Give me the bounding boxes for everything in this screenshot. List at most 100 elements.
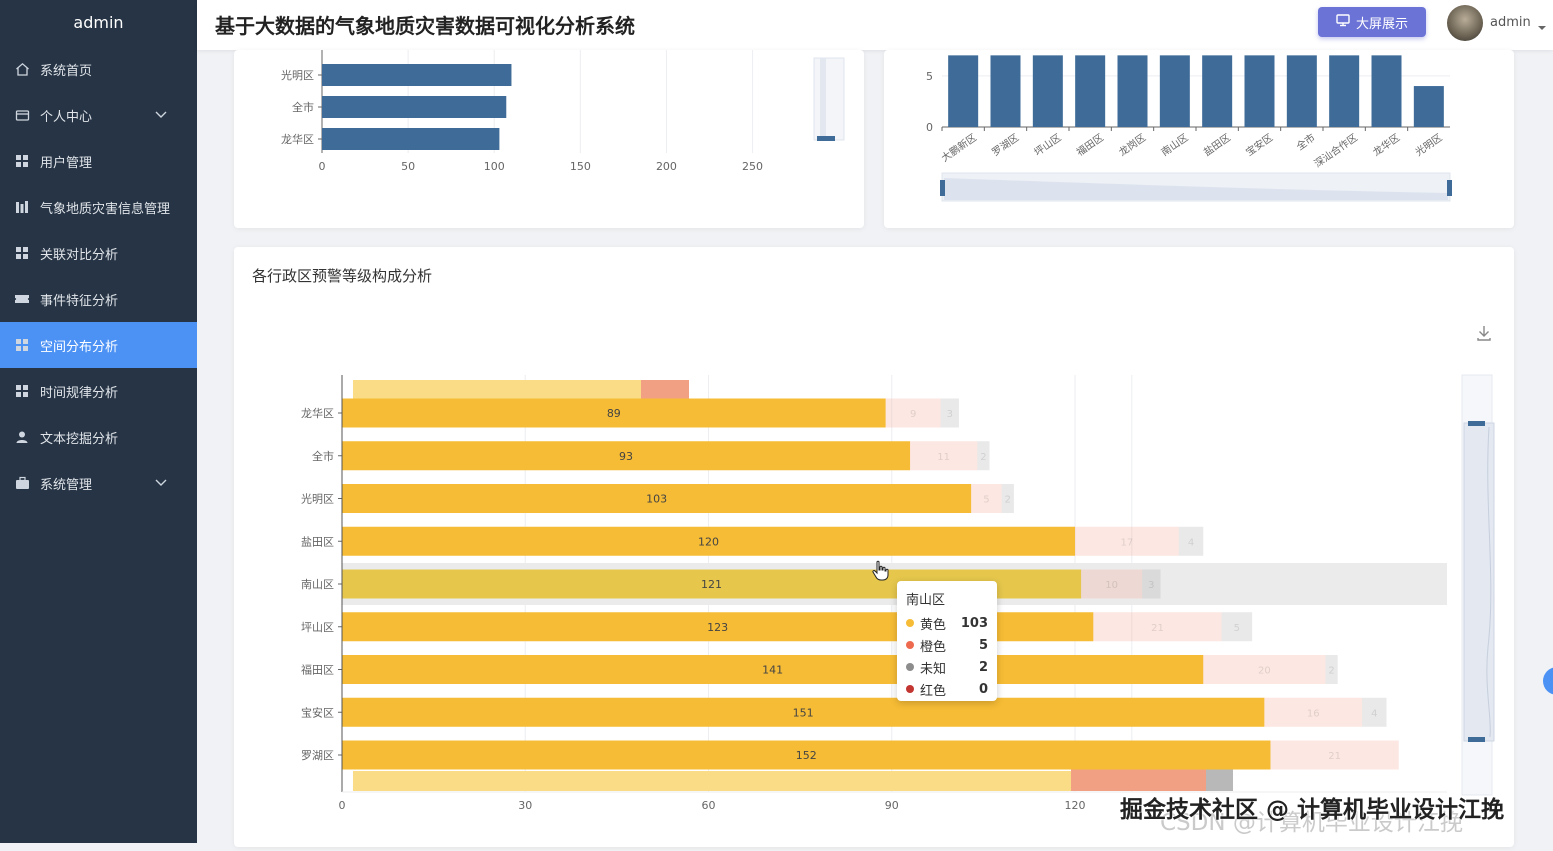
bar-segment [885, 398, 941, 428]
zoom-slider-shadow [1486, 426, 1492, 738]
zoom-slider-handle [1468, 737, 1485, 742]
data-label: 16 [1307, 708, 1320, 719]
data-label: 10 [1105, 580, 1118, 591]
y-tick-label: 福田区 [301, 663, 334, 677]
data-label: 20 [1258, 666, 1271, 677]
user-name[interactable]: admin [1490, 15, 1531, 30]
data-label: 11 [937, 452, 950, 463]
data-label: 120 [698, 535, 719, 548]
x-tick-label: 深汕合作区 [1311, 131, 1359, 170]
bar [322, 64, 512, 86]
sidebar-item[interactable]: 个人中心 [0, 92, 197, 138]
sidebar-brand: admin [73, 13, 124, 32]
data-label: 2 [980, 452, 986, 463]
sidebar-item-label: 事件特征分析 [40, 293, 119, 309]
sidebar-item[interactable]: 系统首页 [0, 46, 197, 92]
data-label: 123 [707, 621, 728, 634]
sidebar-item[interactable]: 事件特征分析 [0, 276, 197, 322]
data-label: 4 [1371, 708, 1377, 719]
tooltip-series-value: 103 [960, 615, 988, 631]
legend-dot-icon [906, 619, 914, 627]
tooltip-row: 未知 2 [906, 656, 988, 678]
bars-icon [14, 199, 30, 215]
bar [322, 128, 500, 150]
bigscreen-button[interactable]: 大屏展示 [1318, 7, 1426, 37]
y-tick-label: 龙华区 [301, 406, 334, 420]
warning-level-chart-card: 各行政区预警等级构成分析 0 30 60 90 120 89 9 3 龙华区 93 11 2 全市 103… [234, 247, 1514, 847]
sidebar-item[interactable]: 时间规律分析 [0, 368, 197, 414]
x-tick-label: 光明区 [1413, 131, 1445, 159]
data-label: 152 [796, 749, 817, 762]
data-label: 93 [619, 450, 633, 463]
zoom-slider-track [820, 58, 826, 140]
sidebar-item[interactable]: 空间分布分析 [0, 322, 197, 368]
grid-icon [14, 337, 30, 353]
watermark: 掘金技术社区 @ 计算机毕业设计江挽 [1120, 797, 1505, 823]
data-label: 151 [793, 706, 814, 719]
chevron-down-icon [155, 108, 167, 123]
y-tick-label: 罗湖区 [301, 749, 334, 762]
chart-tooltip: 南山区 黄色 103 橙色 5 未知 2 红色 0 [897, 581, 997, 701]
x-tick-label: 120 [1065, 799, 1086, 812]
briefcase-icon [14, 475, 30, 491]
sidebar: admin 系统首页个人中心 用户管理气象地质灾害信息管理 关联对比分析 事件特征分析… [0, 0, 197, 843]
sidebar-item[interactable]: 关联对比分析 [0, 230, 197, 276]
bar-segment [1203, 655, 1326, 684]
legend-dot-icon [906, 641, 914, 649]
caret-down-icon[interactable] [1537, 17, 1547, 36]
tooltip-row: 橙色 5 [906, 634, 988, 656]
hand-cursor-icon [872, 560, 889, 581]
zoom-slider-handle [817, 136, 835, 141]
chevron-down-icon [155, 476, 167, 491]
bar-segment [1270, 740, 1399, 770]
ticket-icon [14, 291, 30, 307]
x-tick-label: 福田区 [1074, 131, 1106, 159]
zoom-slider-shadow [944, 178, 1448, 200]
sidebar-item[interactable]: 系统管理 [0, 460, 197, 506]
download-icon[interactable] [1474, 323, 1494, 343]
zoom-slider-handle [940, 180, 945, 196]
sidebar-item[interactable]: 文本挖掘分析 [0, 414, 197, 460]
bar-segment [342, 655, 1204, 684]
avatar[interactable] [1447, 5, 1483, 41]
tooltip-series-name: 未知 [920, 661, 947, 677]
data-label: 2 [1005, 495, 1011, 506]
side-scroll-handle[interactable] [1543, 667, 1553, 695]
x-tick-label: 全市 [1294, 131, 1318, 153]
x-tick-label: 60 [702, 799, 716, 812]
data-label: 21 [1328, 751, 1341, 762]
tooltip-series-value: 0 [978, 681, 988, 697]
data-label: 3 [1148, 580, 1154, 591]
zoom-slider-handle [1468, 421, 1485, 426]
bar [1244, 55, 1275, 128]
x-tick-label: 30 [518, 799, 532, 812]
x-tick-label: 250 [742, 160, 763, 173]
x-tick-label: 150 [570, 160, 591, 173]
tooltip-title: 南山区 [906, 593, 946, 608]
sidebar-item[interactable]: 用户管理 [0, 138, 197, 184]
bar [948, 55, 979, 128]
card-icon [14, 107, 30, 123]
x-tick-label: 龙华区 [1370, 131, 1402, 159]
sidebar-item-label: 气象地质灾害信息管理 [40, 201, 171, 217]
x-tick-label: 90 [885, 799, 899, 812]
data-label: 141 [762, 664, 783, 677]
data-label: 9 [910, 409, 916, 420]
y-tick-label: 全市 [312, 449, 334, 463]
bar-segment [1221, 612, 1253, 642]
y-tick-label: 5 [926, 70, 933, 83]
sidebar-item-label: 关联对比分析 [40, 247, 119, 263]
sidebar-item-label: 系统首页 [40, 63, 93, 79]
bar-segment [342, 484, 972, 513]
page-title: 基于大数据的气象地质灾害数据可视化分析系统 [215, 14, 635, 38]
home-icon [14, 61, 30, 77]
legend-dot-icon [906, 685, 914, 693]
sidebar-item-label: 文本挖掘分析 [40, 431, 119, 447]
bar-segment [1075, 526, 1179, 556]
bar [1202, 55, 1233, 128]
y-tick-label: 龙华区 [281, 132, 314, 146]
y-tick-label: 0 [926, 121, 933, 134]
sidebar-item[interactable]: 气象地质灾害信息管理 [0, 184, 197, 230]
